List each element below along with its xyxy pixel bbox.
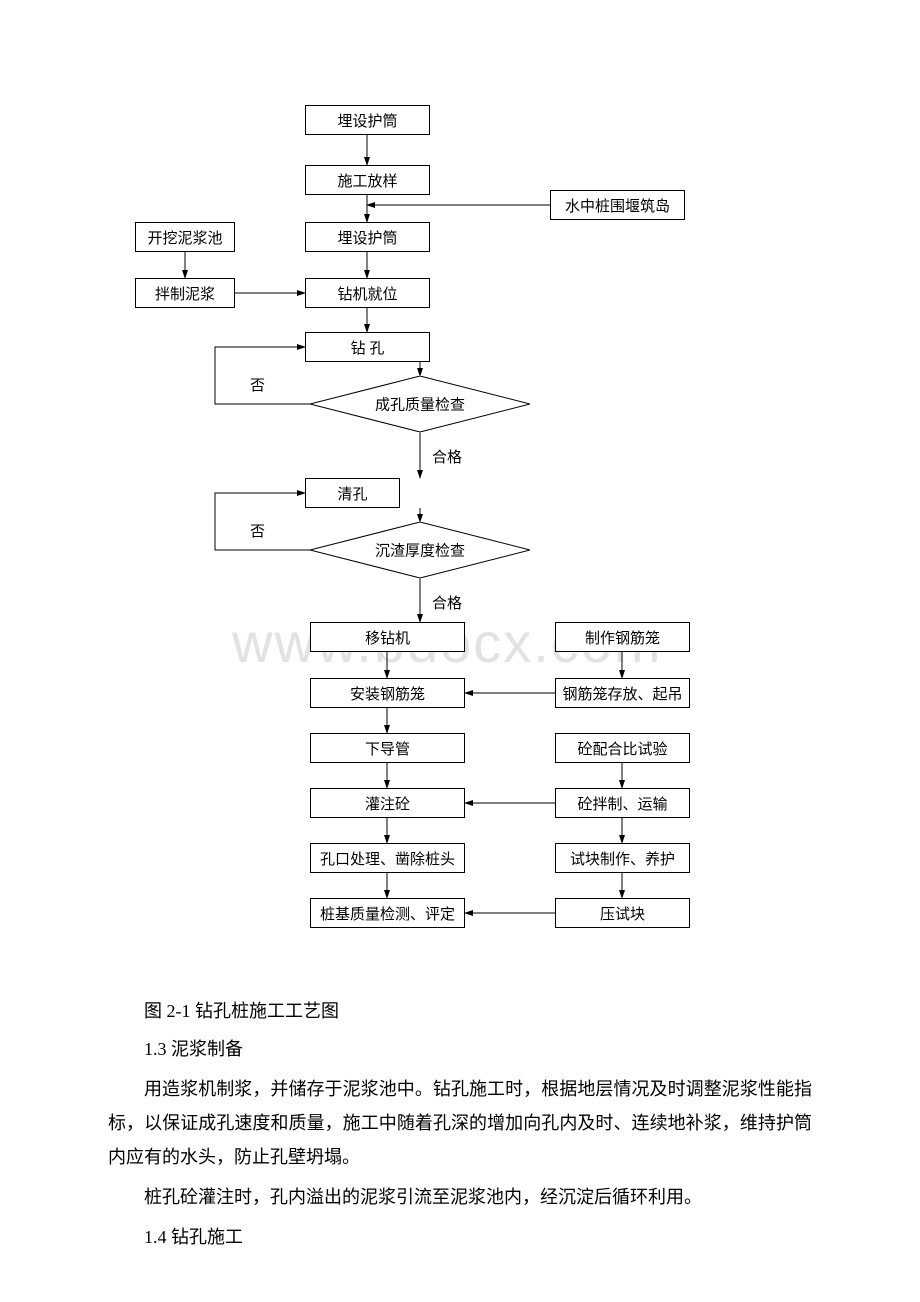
flow-node-n7: 移钻机 xyxy=(310,622,465,652)
paragraph-1: 用造浆机制浆，并储存于泥浆池中。钻孔施工时，根据地层情况及时调整泥浆性能指标，以… xyxy=(108,1072,812,1175)
flow-edge-label-7: 合格 xyxy=(432,592,462,613)
flow-node-r1: 制作钢筋笼 xyxy=(555,622,690,652)
flow-node-n8: 安装钢筋笼 xyxy=(310,678,465,708)
flow-node-r3: 砼配合比试验 xyxy=(555,733,690,763)
flow-node-r4: 砼拌制、运输 xyxy=(555,788,690,818)
flow-decision-d2: 沉渣厚度检查 xyxy=(310,522,530,578)
flow-node-n2: 施工放样 xyxy=(305,165,430,195)
flow-node-r2: 钢筋笼存放、起吊 xyxy=(555,678,690,708)
flow-node-n4: 钻机就位 xyxy=(305,278,430,308)
page: www.bdocx.com 埋设护筒施工放样埋设护筒钻机就位钻 孔成孔质量检查清… xyxy=(0,0,920,1302)
flow-node-n6: 清孔 xyxy=(305,478,400,508)
flow-node-n11: 孔口处理、凿除桩头 xyxy=(310,843,465,873)
flowchart-area: www.bdocx.com 埋设护筒施工放样埋设护筒钻机就位钻 孔成孔质量检查清… xyxy=(0,0,920,960)
flow-node-s2: 拌制泥浆 xyxy=(135,278,235,308)
flow-edge-label-5: 合格 xyxy=(432,446,462,467)
flow-node-n9: 下导管 xyxy=(310,733,465,763)
flow-node-n1: 埋设护筒 xyxy=(305,105,430,135)
flow-node-s3: 水中桩围堰筑岛 xyxy=(550,190,685,220)
flow-node-n12: 桩基质量检测、评定 xyxy=(310,898,465,928)
flow-node-n10: 灌注砼 xyxy=(310,788,465,818)
flow-node-n3: 埋设护筒 xyxy=(305,222,430,252)
flow-edge-label-16: 否 xyxy=(250,374,265,395)
section-1-3-heading: 1.3 泥浆制备 xyxy=(108,1032,812,1066)
flow-node-n5: 钻 孔 xyxy=(305,332,430,362)
paragraph-2: 桩孔砼灌注时，孔内溢出的泥浆引流至泥浆池内，经沉淀后循环利用。 xyxy=(108,1180,812,1214)
flow-decision-d1: 成孔质量检查 xyxy=(310,376,530,432)
flow-node-r6: 压试块 xyxy=(555,898,690,928)
figure-caption: 图 2-1 钻孔桩施工工艺图 xyxy=(108,994,812,1028)
section-1-4-heading: 1.4 钻孔施工 xyxy=(108,1220,812,1254)
flow-node-r5: 试块制作、养护 xyxy=(555,843,690,873)
flow-edge-label-17: 否 xyxy=(250,520,265,541)
flow-node-s1: 开挖泥浆池 xyxy=(135,222,235,252)
